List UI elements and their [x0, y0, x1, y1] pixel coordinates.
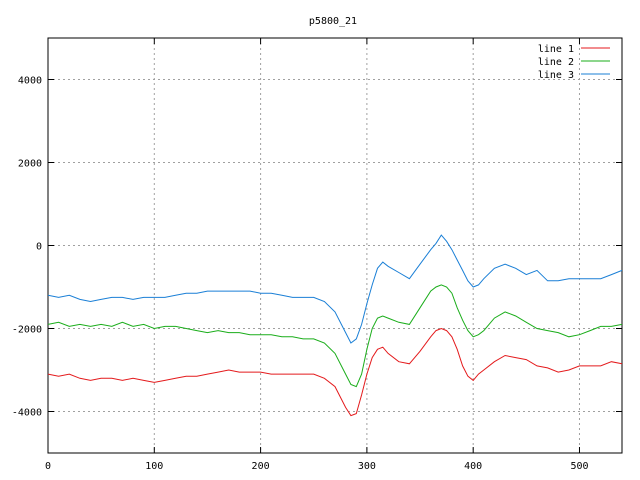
- legend-label-2: line 2: [538, 57, 574, 68]
- y-tick-label: -4000: [12, 408, 42, 419]
- x-tick-label: 200: [252, 461, 270, 472]
- x-tick-label: 400: [464, 461, 482, 472]
- y-tick-label: 0: [36, 242, 42, 253]
- series-line-2: [47, 284, 623, 388]
- series-line-1: [47, 327, 623, 417]
- axis-ticks: 0 100 200 300 400 500 -4000 -2000 0 2000 4000: [12, 38, 622, 472]
- legend-label-1: line 1: [538, 44, 574, 55]
- data-series: [47, 234, 623, 417]
- x-tick-label: 300: [358, 461, 376, 472]
- chart-title: p5800_21: [309, 16, 357, 27]
- y-tick-label: 2000: [18, 159, 42, 170]
- y-tick-label: 4000: [18, 76, 42, 87]
- y-tick-label: -2000: [12, 325, 42, 336]
- x-tick-label: 500: [570, 461, 588, 472]
- series-line-3: [47, 234, 623, 344]
- x-tick-label: 0: [45, 461, 51, 472]
- legend-label-3: line 3: [538, 70, 574, 81]
- grid-lines: [48, 38, 622, 453]
- legend: line 1 line 2 line 3: [538, 44, 610, 81]
- x-tick-label: 100: [145, 461, 163, 472]
